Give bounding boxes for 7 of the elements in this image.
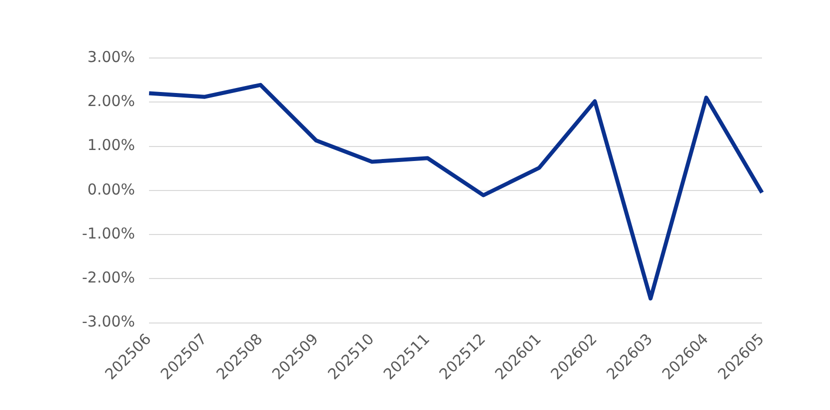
y-tick-label: -3.00% xyxy=(82,312,136,331)
y-tick-label: -2.00% xyxy=(82,268,136,287)
y-tick-label: 0.00% xyxy=(87,180,136,198)
y-tick-label: 1.00% xyxy=(87,136,136,154)
y-tick-label: -1.00% xyxy=(82,224,136,242)
y-tick-label: 3.00% xyxy=(87,48,136,66)
y-tick-label: 2.00% xyxy=(87,92,136,110)
